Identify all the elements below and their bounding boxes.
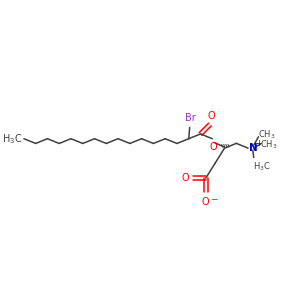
Text: O: O — [202, 197, 209, 207]
Text: N: N — [249, 143, 258, 153]
Text: CH$_3$: CH$_3$ — [258, 129, 276, 141]
Text: O: O — [181, 173, 189, 183]
Text: −: − — [210, 195, 218, 204]
Text: Br: Br — [185, 113, 196, 123]
Text: H$_3$C: H$_3$C — [253, 160, 271, 173]
Text: O: O — [209, 142, 217, 152]
Text: CH$_3$: CH$_3$ — [260, 138, 278, 151]
Text: O: O — [207, 111, 215, 121]
Text: +: + — [255, 139, 262, 148]
Text: H$_3$C: H$_3$C — [2, 132, 22, 145]
